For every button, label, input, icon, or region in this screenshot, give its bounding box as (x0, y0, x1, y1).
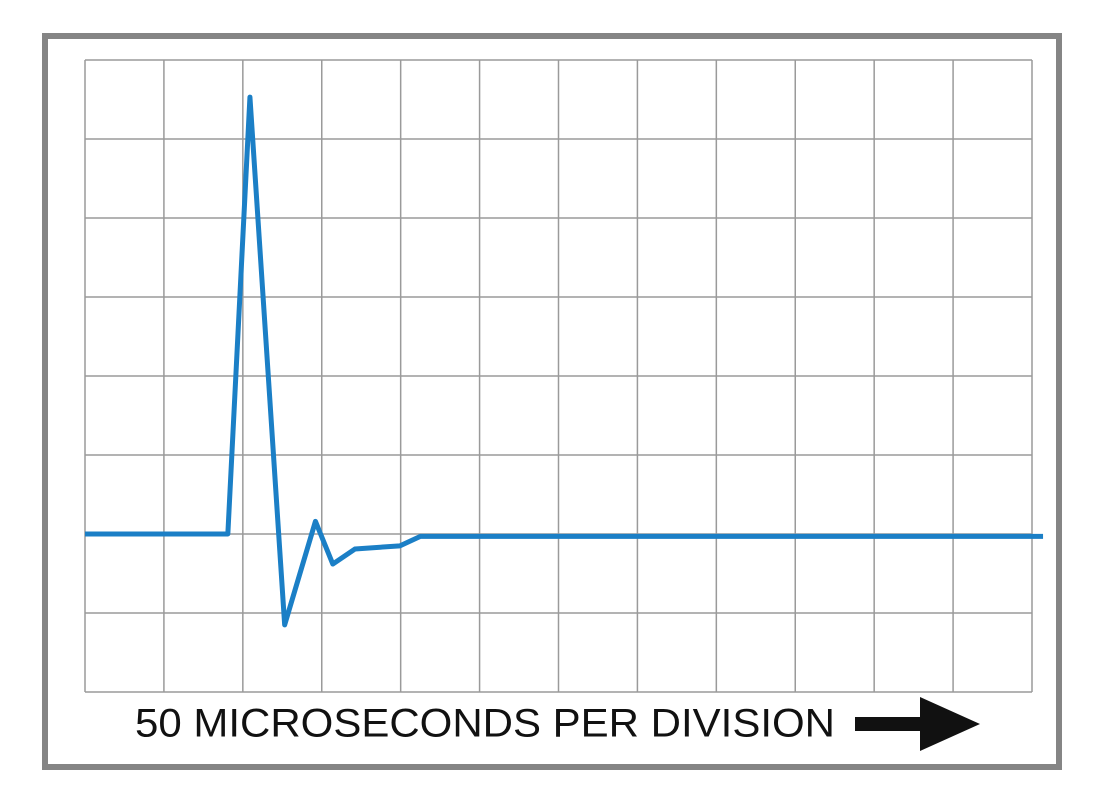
arrow (855, 697, 980, 751)
grid (84, 59, 1033, 693)
arrow-shaft (855, 717, 935, 731)
arrow-head (920, 697, 980, 751)
plot (85, 94, 1044, 628)
x-axis-label: 50 MICROSECONDS PER DIVISION (135, 702, 835, 746)
signal-line (85, 94, 1044, 628)
frame (42, 33, 1062, 770)
